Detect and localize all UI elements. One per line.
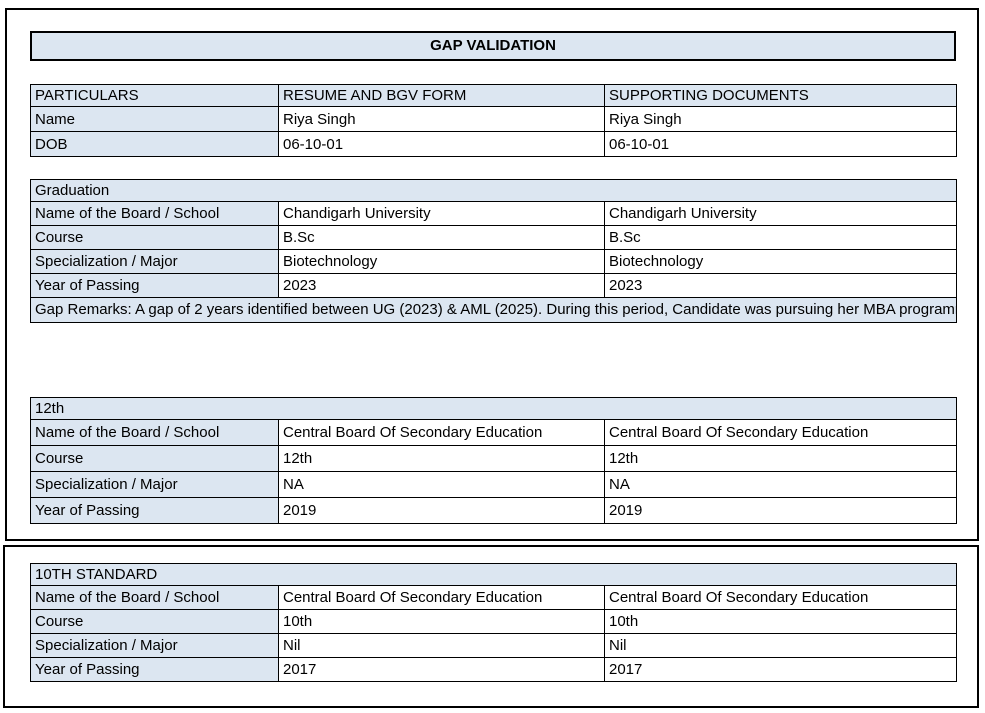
column-header-resume: RESUME AND BGV FORM: [278, 84, 605, 107]
row-label-cell: Year of Passing: [30, 657, 279, 682]
supporting-value-cell: 12th: [604, 445, 957, 472]
section-title: 12th: [30, 397, 957, 420]
section-title-row: 10TH STANDARD: [30, 563, 957, 586]
resume-value-cell: Biotechnology: [278, 249, 605, 274]
table-row: Specialization / Major Biotechnology Bio…: [30, 249, 958, 274]
resume-value-cell: 06-10-01: [278, 131, 605, 157]
supporting-value-cell: 2023: [603, 273, 958, 298]
column-header-supporting: SUPPORTING DOCUMENTS: [604, 84, 957, 107]
row-label-cell: Year of Passing: [30, 273, 279, 298]
supporting-value-cell: Nil: [604, 633, 957, 658]
supporting-value-cell: Chandigarh University: [603, 201, 958, 226]
page-title: GAP VALIDATION: [30, 31, 956, 61]
resume-value-cell: 2019: [278, 497, 605, 524]
graduation-table: Graduation Name of the Board / School Ch…: [29, 179, 958, 323]
resume-value-cell: NA: [278, 471, 605, 498]
table-row: Year of Passing 2019 2019: [30, 497, 957, 524]
row-label-cell: Name of the Board / School: [30, 419, 279, 446]
table-row: Course 12th 12th: [30, 445, 957, 472]
supporting-value-cell: 10th: [604, 609, 957, 634]
table-header-row: PARTICULARS RESUME AND BGV FORM SUPPORTI…: [30, 84, 957, 107]
gap-remarks-row: Gap Remarks: A gap of 2 years identified…: [29, 297, 958, 323]
row-label-cell: Specialization / Major: [30, 249, 279, 274]
twelfth-table: 12th Name of the Board / School Central …: [30, 397, 957, 524]
resume-value-cell: Central Board Of Secondary Education: [278, 419, 605, 446]
resume-value-cell: Riya Singh: [278, 106, 605, 132]
resume-value-cell: Nil: [278, 633, 605, 658]
resume-value-cell: 2017: [278, 657, 605, 682]
resume-value-cell: 10th: [278, 609, 605, 634]
tenth-table: 10TH STANDARD Name of the Board / School…: [30, 563, 957, 682]
table-row: Course B.Sc B.Sc: [30, 225, 958, 250]
resume-value-cell: Central Board Of Secondary Education: [278, 585, 605, 610]
resume-value-cell: B.Sc: [278, 225, 605, 250]
supporting-value-cell: Riya Singh: [604, 106, 957, 132]
section-title: Graduation: [29, 179, 958, 202]
row-label-cell: Specialization / Major: [30, 633, 279, 658]
supporting-value-cell: Central Board Of Secondary Education: [604, 585, 957, 610]
row-label-cell: Name: [30, 106, 279, 132]
table-row: Name of the Board / School Central Board…: [30, 419, 957, 446]
section-title: 10TH STANDARD: [30, 563, 957, 586]
table-row: Course 10th 10th: [30, 609, 957, 634]
row-label-cell: Name of the Board / School: [30, 585, 279, 610]
supporting-value-cell: Biotechnology: [603, 249, 958, 274]
table-row: DOB 06-10-01 06-10-01: [30, 131, 957, 157]
table-row: Name of the Board / School Central Board…: [30, 585, 957, 610]
table-row: Year of Passing 2017 2017: [30, 657, 957, 682]
supporting-value-cell: 2019: [604, 497, 957, 524]
row-label-cell: Name of the Board / School: [30, 201, 279, 226]
supporting-value-cell: NA: [604, 471, 957, 498]
column-header-particulars: PARTICULARS: [30, 84, 279, 107]
table-row: Specialization / Major NA NA: [30, 471, 957, 498]
gap-remarks-text: Gap Remarks: A gap of 2 years identified…: [29, 297, 958, 323]
row-label-cell: DOB: [30, 131, 279, 157]
row-label-cell: Course: [30, 445, 279, 472]
supporting-value-cell: 06-10-01: [604, 131, 957, 157]
supporting-value-cell: B.Sc: [603, 225, 958, 250]
table-row: Specialization / Major Nil Nil: [30, 633, 957, 658]
row-label-cell: Year of Passing: [30, 497, 279, 524]
section-title-row: 12th: [30, 397, 957, 420]
supporting-value-cell: 2017: [604, 657, 957, 682]
table-row: Year of Passing 2023 2023: [30, 273, 958, 298]
resume-value-cell: 2023: [278, 273, 605, 298]
table-row: Name of the Board / School Chandigarh Un…: [30, 201, 958, 226]
resume-value-cell: Chandigarh University: [278, 201, 605, 226]
particulars-table: PARTICULARS RESUME AND BGV FORM SUPPORTI…: [30, 84, 957, 157]
resume-value-cell: 12th: [278, 445, 605, 472]
row-label-cell: Specialization / Major: [30, 471, 279, 498]
row-label-cell: Course: [30, 609, 279, 634]
row-label-cell: Course: [30, 225, 279, 250]
supporting-value-cell: Central Board Of Secondary Education: [604, 419, 957, 446]
table-row: Name Riya Singh Riya Singh: [30, 106, 957, 132]
section-title-row: Graduation: [29, 179, 958, 202]
